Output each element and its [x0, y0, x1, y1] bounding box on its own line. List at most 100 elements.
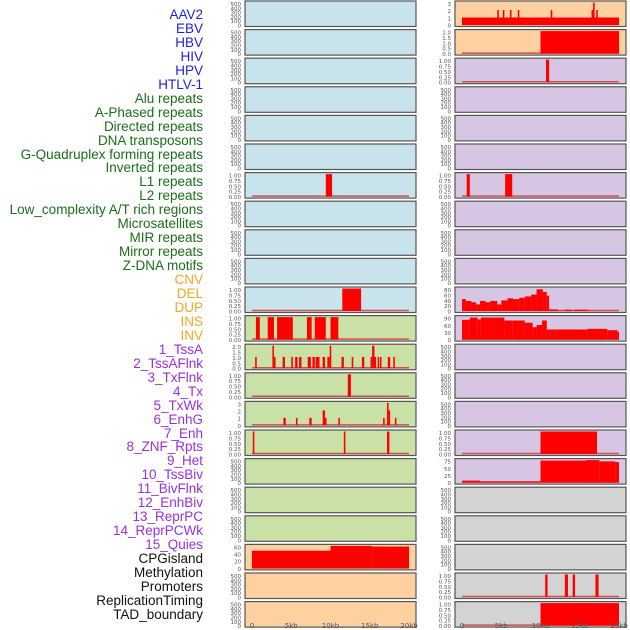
- y-tick-label: 400: [231, 578, 242, 584]
- track-panel: 1.000.750.500.250.00: [229, 429, 417, 459]
- y-tick-label: 400: [441, 207, 452, 213]
- y-tick-label: 300: [441, 497, 452, 503]
- panel-background: [244, 515, 417, 542]
- y-tick-label: 100: [441, 277, 452, 283]
- data-bar: [370, 356, 373, 369]
- track-label: CNV: [174, 272, 203, 288]
- y-tick-label: 100: [231, 134, 242, 140]
- y-tick-label: 100: [231, 219, 242, 225]
- panel-background: [454, 86, 627, 113]
- x-tick-label: 20kb: [400, 622, 418, 630]
- data-bar: [485, 302, 491, 311]
- data-bar: [329, 345, 332, 369]
- y-tick-label: 1.5: [232, 351, 241, 357]
- y-tick-label: 0.00: [229, 310, 242, 316]
- y-tick-label: 40: [444, 299, 451, 305]
- data-bar: [493, 317, 505, 340]
- data-bar: [299, 356, 302, 369]
- y-tick-label: 100: [231, 277, 242, 283]
- data-bar: [532, 327, 537, 340]
- y-tick-label: 100: [231, 162, 242, 168]
- y-tick-label: 0: [448, 538, 452, 544]
- y-tick-label: 0.25: [229, 333, 242, 339]
- y-tick-label: 100: [231, 505, 242, 511]
- y-tick-label: 60: [234, 545, 241, 551]
- y-tick-label: 0: [448, 252, 452, 258]
- y-tick-label: 0.25: [439, 590, 452, 596]
- data-bar: [462, 17, 619, 25]
- y-tick-label: 500: [231, 2, 242, 8]
- data-bar: [291, 356, 293, 369]
- y-tick-label: 0: [448, 138, 452, 144]
- y-tick-label: 20: [444, 304, 451, 310]
- x-tick-label: 0: [460, 622, 464, 630]
- data-bar: [596, 10, 598, 25]
- y-tick-label: 400: [441, 550, 452, 556]
- track-label: 6_EnhG: [153, 411, 203, 427]
- data-bar: [282, 356, 285, 369]
- panel-background: [454, 172, 627, 199]
- track-panel: 1.000.750.500.250.00: [229, 315, 417, 344]
- panel-background: [244, 286, 417, 314]
- y-tick-label: 0.00: [439, 596, 452, 602]
- data-bar: [325, 174, 333, 197]
- data-bar: [306, 317, 312, 340]
- y-tick-label: 75: [444, 460, 451, 466]
- y-tick-label: 300: [231, 611, 242, 617]
- y-tick-label: 500: [441, 88, 452, 94]
- y-tick-label: 90: [444, 317, 451, 323]
- data-bar: [372, 546, 409, 569]
- y-tick-label: 400: [231, 235, 242, 241]
- data-bar: [540, 31, 619, 54]
- data-bar: [255, 317, 260, 340]
- y-tick-label: 500: [231, 574, 242, 580]
- y-tick-label: 50: [444, 467, 451, 473]
- y-tick-label: 1: [238, 417, 242, 423]
- track-label: TAD_boundary: [113, 606, 203, 622]
- y-tick-label: 0: [448, 310, 452, 316]
- panel-background: [244, 429, 417, 457]
- y-tick-label: 400: [231, 207, 242, 213]
- y-tick-label: 0: [238, 109, 242, 115]
- data-bar: [505, 174, 513, 197]
- panel-background: [244, 86, 417, 113]
- track-panel: 1.000.750.500.250.00: [439, 57, 627, 87]
- y-tick-label: 1.00: [439, 59, 452, 65]
- track-label: L2 repeats: [139, 188, 203, 204]
- y-tick-label: 500: [231, 59, 242, 65]
- y-tick-label: 200: [231, 587, 242, 593]
- y-tick-label: 0.00: [229, 395, 242, 401]
- data-bar: [383, 417, 385, 426]
- panel-background: [454, 343, 627, 371]
- data-bar: [607, 330, 618, 340]
- track-panel: 1.000.750.500.250.00: [229, 286, 417, 316]
- panel-background: [454, 57, 627, 85]
- data-bar: [617, 331, 619, 340]
- y-tick-label: 0.50: [229, 385, 242, 391]
- track-label: Promoters: [140, 578, 203, 594]
- track-label: 4_Tx: [172, 383, 203, 399]
- data-bar: [587, 328, 608, 340]
- y-tick-label: 500: [231, 517, 242, 523]
- y-tick-label: 100: [441, 248, 452, 254]
- y-tick-label: 400: [231, 149, 242, 155]
- y-tick-label: 300: [441, 554, 452, 560]
- x-tick-label: 5kb: [495, 622, 509, 630]
- y-tick-label: 0.75: [229, 322, 242, 328]
- y-tick-label: 400: [231, 121, 242, 127]
- data-bar: [374, 356, 377, 369]
- y-tick-label: 0.25: [439, 447, 452, 453]
- y-tick-label: 2.0: [442, 31, 451, 37]
- track-label: 3_TxFlnk: [147, 369, 203, 385]
- x-tick-label: 10kb: [322, 622, 340, 630]
- track-label: 2_TssAFlnk: [133, 355, 203, 371]
- track-label: 13_ReprPC: [132, 509, 203, 525]
